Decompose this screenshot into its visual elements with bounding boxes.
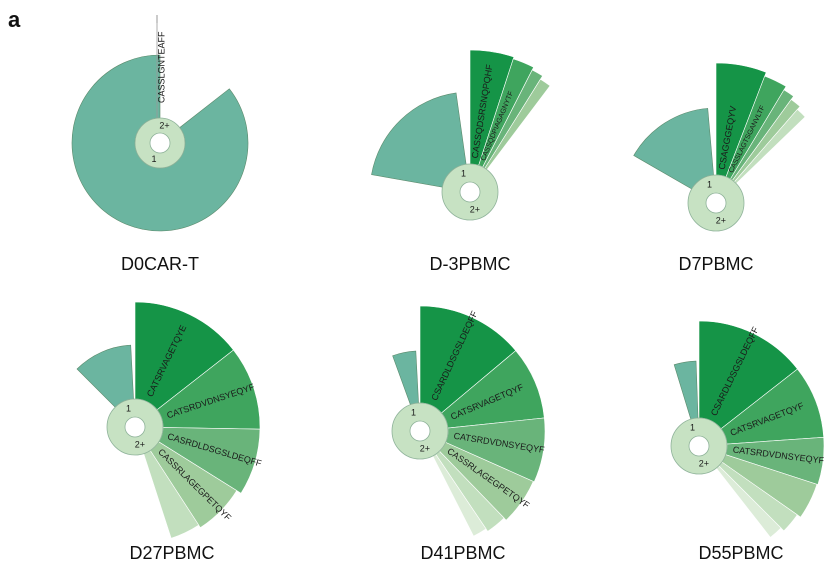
singleton-wedge	[633, 108, 714, 190]
ring-inner-hole	[705, 192, 727, 214]
clone-label: CASSLGNTEAFF	[156, 31, 166, 103]
singleton-wedge	[392, 350, 419, 406]
chart-panel: CATSRVAGETQYECATSRDVDNSYEQYFCASRDLDSGSLD…	[76, 301, 263, 563]
ring-inner-hole	[459, 181, 481, 203]
ring-label-2plus: 2+	[420, 444, 430, 454]
ring-label-1: 1	[690, 423, 695, 433]
singleton-wedge	[76, 344, 134, 408]
singleton-wedge	[673, 360, 699, 420]
chart-title: D0CAR-T	[121, 254, 199, 274]
ring-inner-hole	[149, 132, 171, 154]
ring-inner-hole	[409, 420, 431, 442]
ring-label-2plus: 2+	[716, 216, 726, 226]
chart-title: D27PBMC	[129, 543, 214, 563]
chart-panel: CASSQDSRSNQPQHFCASSQDPIAGAGNYTF12+D-3PBM…	[371, 49, 551, 274]
chart-panel: CSARDLDSGSLDEQFFCATSRVAGETQYFCATSRDVDNSY…	[670, 320, 825, 563]
ring-inner-hole	[688, 435, 710, 457]
ring-label-1: 1	[152, 154, 157, 164]
ring-label-1: 1	[707, 180, 712, 190]
chart-title: D-3PBMC	[429, 254, 510, 274]
ring-label-2plus: 2+	[699, 459, 709, 469]
chart-panel: CASSLGNTEAFF 1 2+ D0CAR-T	[71, 15, 249, 274]
chart-title: D7PBMC	[678, 254, 753, 274]
panel-letter: a	[8, 7, 21, 32]
ring-label-1: 1	[461, 169, 466, 179]
ring-label-2plus: 2+	[159, 120, 169, 130]
chart-title: D55PBMC	[698, 543, 783, 563]
chart-panel: CSARDLDSGSLDEQFFCATSRVAGETQYFCATSRDVDNSY…	[391, 305, 546, 563]
ring-inner-hole	[124, 416, 146, 438]
ring-label-2plus: 2+	[470, 205, 480, 215]
charts: CASSLGNTEAFF12+D0CAR-TCASSQDSRSNQPQHFCAS…	[71, 15, 825, 563]
ring-label-2plus: 2+	[135, 440, 145, 450]
ring-label-1: 1	[126, 404, 131, 414]
chart-title: D41PBMC	[420, 543, 505, 563]
ring-label-1: 1	[411, 408, 416, 418]
